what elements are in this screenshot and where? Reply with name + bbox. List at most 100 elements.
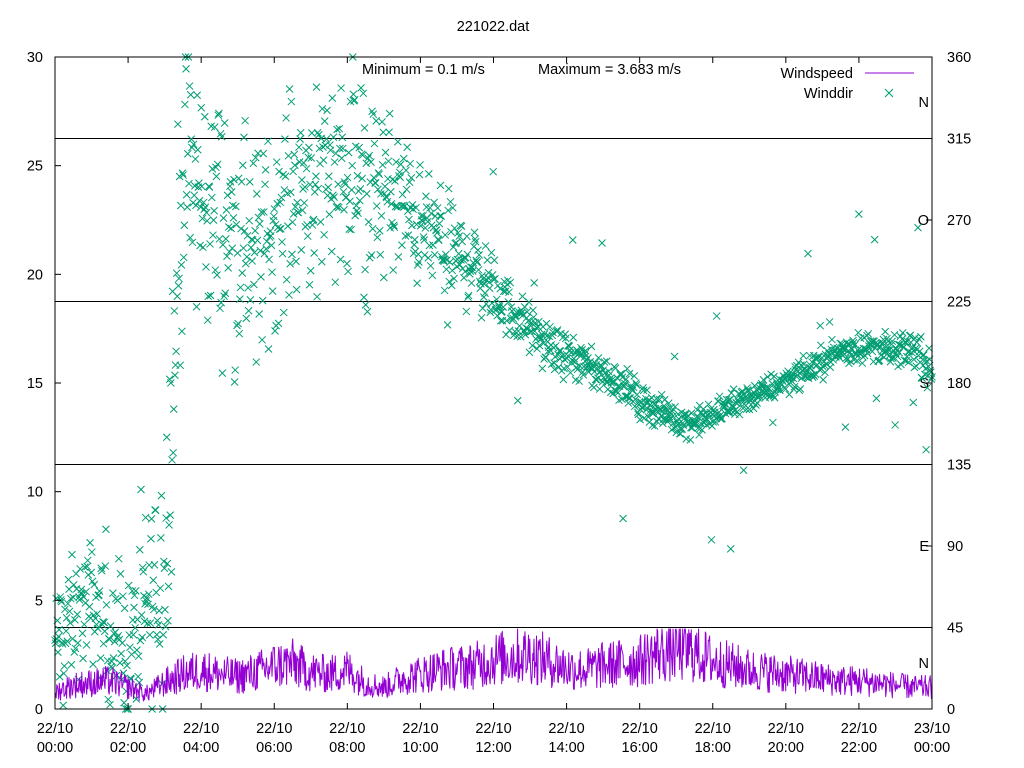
winddir-point: [353, 171, 362, 180]
winddir-point: [598, 239, 606, 247]
winddir-point: [197, 182, 206, 191]
winddir-point: [296, 128, 305, 137]
winddir-point: [715, 392, 724, 401]
winddir-point: [262, 237, 271, 246]
winddir-point: [237, 224, 245, 233]
winddir-point: [652, 394, 661, 403]
winddir-point: [914, 223, 922, 232]
winddir-point: [329, 133, 338, 142]
winddir-point: [485, 284, 494, 293]
winddir-point: [320, 230, 328, 239]
winddir-point: [412, 203, 420, 212]
winddir-point: [355, 196, 364, 205]
winddir-point: [240, 133, 248, 142]
winddir-point: [144, 590, 153, 599]
winddir-point: [414, 250, 423, 259]
winddir-point: [502, 316, 511, 325]
winddir-point: [722, 395, 731, 404]
winddir-point: [277, 193, 286, 202]
winddir-point: [151, 506, 160, 514]
y-right-tick-label: 360: [947, 50, 971, 66]
winddir-point: [402, 166, 410, 175]
winddir-point: [444, 206, 453, 215]
winddir-point: [371, 179, 380, 187]
winddir-point: [584, 368, 593, 376]
winddir-point: [95, 587, 104, 596]
winddir-point: [568, 236, 577, 244]
x-tick-label-time: 04:00: [183, 740, 219, 756]
x-tick-label-date: 22/10: [841, 721, 877, 737]
winddir-point: [367, 251, 376, 259]
winddir-point: [149, 576, 158, 585]
winddir-point: [206, 291, 215, 300]
winddir-point: [538, 364, 547, 373]
winddir-point: [863, 349, 872, 358]
winddir-point: [406, 159, 414, 168]
legend-label-winddir: Winddir: [804, 86, 853, 102]
winddir-point: [633, 390, 641, 399]
y-left-tick-label: 10: [27, 485, 43, 501]
winddir-point: [471, 235, 479, 243]
winddir-point: [240, 227, 249, 235]
winddir-point: [222, 206, 231, 214]
winddir-point: [415, 258, 423, 266]
winddir-point: [447, 281, 456, 290]
winddir-point: [199, 243, 207, 252]
winddir-point: [841, 423, 850, 431]
winddir-point: [520, 303, 529, 311]
winddir-point: [221, 234, 230, 243]
winddir-point: [102, 525, 110, 534]
winddir-point: [120, 698, 128, 707]
winddir-point: [424, 254, 433, 262]
winddir-point: [267, 241, 276, 250]
winddir-point: [128, 587, 137, 595]
winddir-point: [460, 273, 468, 282]
winddir-point: [234, 319, 242, 328]
winddir-point: [602, 357, 611, 366]
winddir-point: [54, 648, 62, 657]
winddir-point: [488, 299, 496, 307]
winddir-point: [648, 421, 657, 430]
y-right-tick-label: 270: [947, 213, 971, 229]
winddir-point: [888, 337, 897, 346]
winddir-point: [720, 399, 729, 408]
winddir-point: [296, 135, 304, 143]
winddir-point: [209, 231, 217, 240]
winddir-point: [389, 266, 398, 274]
winddir-point: [920, 356, 929, 365]
winddir-point: [167, 568, 176, 576]
winddir-point: [256, 246, 265, 255]
winddir-point: [224, 223, 233, 231]
winddir-point: [709, 405, 718, 414]
winddir-point: [401, 202, 409, 210]
winddir-point: [755, 392, 764, 401]
winddir-point: [60, 662, 69, 670]
winddir-point: [671, 402, 680, 411]
winddir-point: [384, 157, 393, 166]
winddir-point: [79, 654, 87, 663]
winddir-point: [858, 359, 867, 368]
winddir-point: [143, 594, 151, 602]
winddir-point: [276, 224, 285, 233]
winddir-point: [69, 593, 77, 602]
winddir-point: [175, 274, 183, 283]
winddir-point: [378, 118, 386, 126]
winddir-point: [168, 455, 176, 464]
winddir-point: [260, 208, 268, 216]
x-tick-label-time: 08:00: [329, 740, 365, 756]
winddir-point: [558, 352, 567, 360]
compass-label-N: N: [919, 656, 929, 672]
winddir-point: [854, 328, 863, 337]
winddir-point: [636, 415, 644, 424]
winddir-point: [401, 232, 410, 240]
winddir-point: [179, 171, 187, 179]
winddir-point: [433, 204, 442, 212]
winddir-point: [161, 605, 169, 614]
winddir-point: [86, 538, 94, 547]
winddir-point: [600, 358, 609, 366]
winddir-point: [137, 485, 145, 494]
winddir-point: [298, 206, 307, 215]
winddir-point: [66, 619, 75, 627]
winddir-point: [293, 198, 302, 207]
winddir-point: [62, 627, 70, 635]
